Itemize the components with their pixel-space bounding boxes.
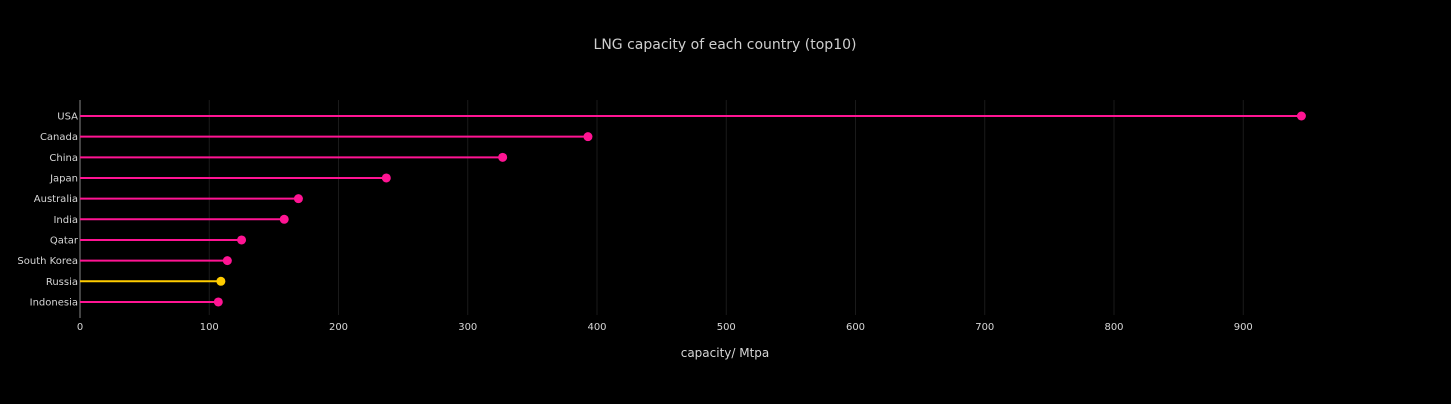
point-china[interactable] (498, 152, 508, 162)
grid-layer (208, 100, 1244, 315)
x-axis-title: capacity/ Mtpa (681, 346, 770, 360)
y-tick-label-indonesia: Indonesia (30, 297, 78, 308)
x-tick-label-300: 300 (458, 322, 477, 333)
y-tick-label-japan: Japan (49, 173, 78, 184)
point-australia[interactable] (293, 194, 303, 204)
x-tick-label-400: 400 (587, 322, 606, 333)
x-tick-label-500: 500 (717, 322, 736, 333)
point-russia[interactable] (216, 276, 226, 286)
x-tick-label-700: 700 (975, 322, 994, 333)
y-tick-label-canada: Canada (40, 132, 78, 143)
labels-layer: 0 100 200 300 400 500 600 700 800 900 USA Canada Chi… (17, 112, 1252, 334)
x-tick-label-900: 900 (1234, 322, 1253, 333)
y-tick-label-south-korea: South Korea (17, 256, 78, 267)
point-indonesia[interactable] (213, 297, 223, 307)
point-india[interactable] (279, 214, 289, 224)
x-tick-label-600: 600 (846, 322, 865, 333)
y-tick-label-russia: Russia (46, 277, 78, 288)
point-japan[interactable] (381, 173, 391, 183)
point-usa[interactable] (1296, 111, 1306, 121)
x-tick-label-0: 0 (77, 322, 83, 333)
point-canada[interactable] (583, 132, 593, 142)
y-tick-label-qatar: Qatar (50, 235, 79, 246)
y-tick-label-china: China (49, 153, 78, 164)
chart-title: LNG capacity of each country (top10) (594, 37, 857, 53)
y-tick-label-india: India (53, 215, 78, 226)
point-south-korea[interactable] (222, 256, 232, 266)
y-tick-label-australia: Australia (34, 194, 78, 205)
x-tick-label-100: 100 (200, 322, 219, 333)
x-tick-label-800: 800 (1104, 322, 1123, 333)
marks-layer (80, 111, 1306, 307)
point-qatar[interactable] (237, 235, 247, 245)
y-tick-label-usa: USA (57, 112, 78, 123)
x-tick-label-200: 200 (329, 322, 348, 333)
